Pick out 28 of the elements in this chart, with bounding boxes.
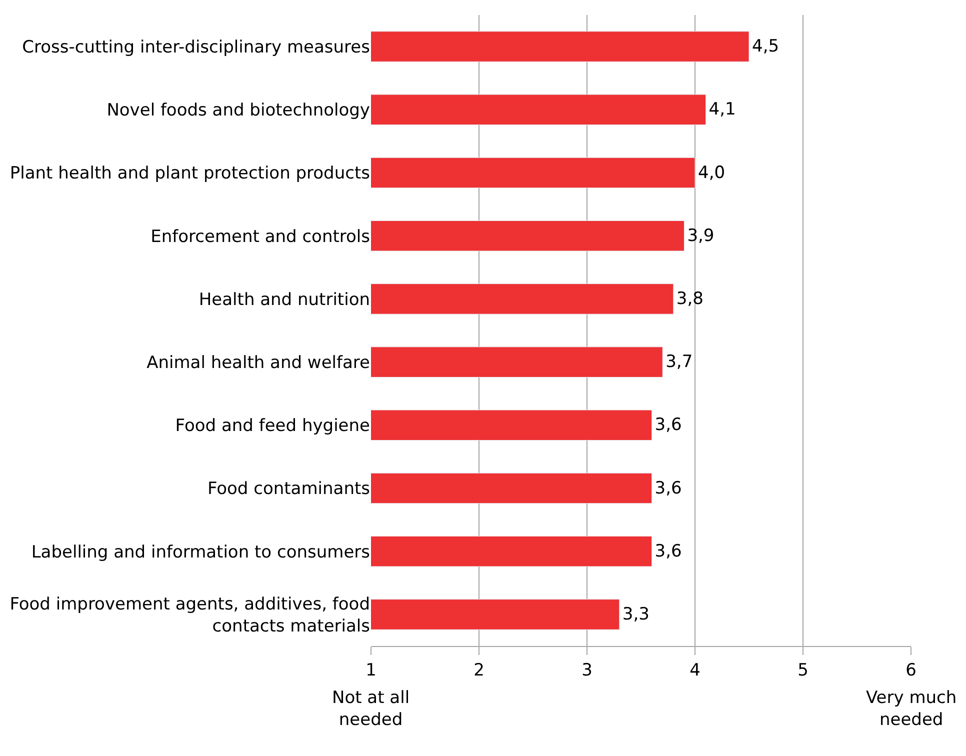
data-label: 3,6 <box>654 541 682 562</box>
y-tick-label: Food improvement agents, additives, food contacts materials <box>10 594 370 636</box>
data-label: 3,6 <box>654 415 682 436</box>
data-label: 3,7 <box>666 352 693 372</box>
y-tick-label: Animal health and welfare <box>146 353 370 373</box>
y-tick-label: Food contaminants <box>207 479 370 500</box>
x-tick-label: 2 <box>474 660 484 680</box>
y-tick-label: Enforcement and controls <box>150 226 370 247</box>
x-tick-label: 1 <box>366 660 376 680</box>
y-tick-label: Plant health and plant protection products <box>10 164 370 184</box>
x-tick-label: 5 <box>798 660 808 680</box>
data-label: 3,6 <box>654 478 682 498</box>
y-tick-label: Cross-cutting inter-disciplinary measures <box>22 38 370 58</box>
y-tick-label: Novel foods and biotechnology <box>106 100 370 121</box>
x-tick-label: 6 <box>906 660 916 680</box>
text: Very much needed <box>866 688 957 730</box>
y-tick-label: Food and feed hygiene <box>175 416 370 436</box>
text: Not at all needed <box>332 688 410 730</box>
data-label: 3,8 <box>676 288 704 309</box>
y-tick-label: Labelling and information to consumers <box>31 542 370 562</box>
data-label: 4,1 <box>708 100 736 120</box>
data-label: 4,0 <box>698 162 726 183</box>
x-tick-label: 4 <box>690 660 700 680</box>
data-label: 3,3 <box>622 604 650 624</box>
data-label: 3,9 <box>687 226 714 246</box>
data-label: 4,5 <box>752 36 780 57</box>
y-tick-label: Health and nutrition <box>198 290 370 310</box>
x-tick-label: 3 <box>582 660 592 680</box>
